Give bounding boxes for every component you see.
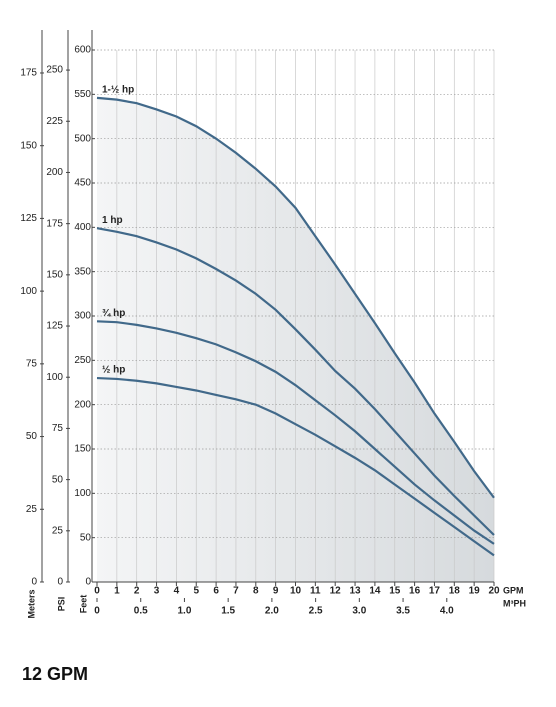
x-axis-label: GPM xyxy=(503,585,524,595)
x-tick-label: 3 xyxy=(154,586,160,597)
axis-label: Meters xyxy=(26,589,36,618)
x-tick-label: 17 xyxy=(429,586,441,597)
y2-tick-label: 225 xyxy=(46,116,63,127)
y2-tick-label: 0 xyxy=(57,577,63,588)
x-tick-label: 1 xyxy=(114,586,120,597)
axis-label: PSI xyxy=(56,597,66,612)
x-tick-label: 5 xyxy=(193,586,199,597)
x2-tick-label: 2.5 xyxy=(309,606,323,617)
curve xyxy=(96,376,495,557)
x-tick-label: 20 xyxy=(488,586,500,597)
x-tick-label: 14 xyxy=(369,586,381,597)
y-tick-label: 250 xyxy=(74,355,91,366)
x-tick-label: 19 xyxy=(469,586,481,597)
curve-label: ½ hp xyxy=(102,365,125,376)
y-tick-label: 350 xyxy=(74,266,91,277)
curve xyxy=(96,96,495,499)
x-tick-label: 10 xyxy=(290,586,302,597)
y3-tick-label: 50 xyxy=(26,431,38,442)
y2-tick-label: 125 xyxy=(46,321,63,332)
x-tick-label: 2 xyxy=(134,586,140,597)
x-tick-label: 9 xyxy=(273,586,279,597)
y2-tick-label: 25 xyxy=(52,525,64,536)
x-tick-label: 8 xyxy=(253,586,259,597)
x2-tick-label: 4.0 xyxy=(440,606,454,617)
x-tick-label: 13 xyxy=(349,586,361,597)
x2-tick-label: 1.5 xyxy=(221,606,235,617)
y3-tick-label: 25 xyxy=(26,504,38,515)
y2-tick-label: 150 xyxy=(46,269,63,280)
x2-axis-label: M³PH xyxy=(503,598,526,608)
curve-label: ¾ hp xyxy=(102,308,125,319)
x2-tick-label: 2.0 xyxy=(265,606,279,617)
y2-tick-label: 75 xyxy=(52,423,64,434)
x-tick-label: 7 xyxy=(233,586,239,597)
y2-tick-label: 200 xyxy=(46,167,63,178)
y3-tick-label: 150 xyxy=(20,140,37,151)
curve-label: 1 hp xyxy=(102,215,123,226)
y-tick-label: 0 xyxy=(85,577,91,588)
x2-tick-label: 1.0 xyxy=(177,606,191,617)
y-tick-label: 600 xyxy=(74,45,91,56)
y-tick-label: 500 xyxy=(74,133,91,144)
y3-tick-label: 175 xyxy=(20,68,37,79)
y3-tick-label: 75 xyxy=(26,358,38,369)
y-tick-label: 400 xyxy=(74,222,91,233)
x-tick-label: 0 xyxy=(94,586,100,597)
x-tick-label: 4 xyxy=(174,586,180,597)
x-tick-label: 16 xyxy=(409,586,421,597)
y2-tick-label: 175 xyxy=(46,218,63,229)
axis-label: Feet xyxy=(78,595,88,614)
y3-tick-label: 0 xyxy=(31,577,37,588)
x-tick-label: 18 xyxy=(449,586,461,597)
x-tick-label: 15 xyxy=(389,586,401,597)
curve-label: 1-½ hp xyxy=(102,85,134,96)
x-tick-label: 6 xyxy=(213,586,219,597)
y-tick-label: 450 xyxy=(74,178,91,189)
y3-tick-label: 100 xyxy=(20,286,37,297)
y-tick-label: 550 xyxy=(74,89,91,100)
curve xyxy=(96,320,495,545)
y-tick-label: 50 xyxy=(80,532,92,543)
x2-tick-label: 3.0 xyxy=(352,606,366,617)
y2-tick-label: 250 xyxy=(46,65,63,76)
curve xyxy=(96,227,495,536)
y-tick-label: 100 xyxy=(74,488,91,499)
x2-tick-label: 0.5 xyxy=(134,606,148,617)
x-tick-label: 12 xyxy=(330,586,342,597)
y3-tick-label: 125 xyxy=(20,213,37,224)
y-tick-label: 300 xyxy=(74,311,91,322)
y2-tick-label: 100 xyxy=(46,372,63,383)
y2-tick-label: 50 xyxy=(52,474,64,485)
x-tick-label: 11 xyxy=(310,586,321,597)
y-tick-label: 150 xyxy=(74,444,91,455)
y-tick-label: 200 xyxy=(74,399,91,410)
x2-tick-label: 3.5 xyxy=(396,606,410,617)
x2-tick-label: 0 xyxy=(94,606,100,617)
caption: 12 GPM xyxy=(22,664,88,684)
